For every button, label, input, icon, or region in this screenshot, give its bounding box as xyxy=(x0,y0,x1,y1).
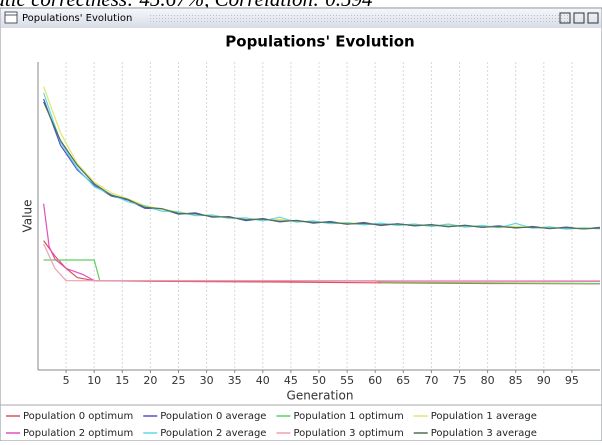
x-tick-label: 90 xyxy=(537,374,551,387)
x-tick-label: 60 xyxy=(368,374,382,387)
y-axis-label: Value xyxy=(21,200,35,233)
x-tick-label: 25 xyxy=(172,374,186,387)
x-tick-label: 65 xyxy=(396,374,410,387)
window-title: Populations' Evolution xyxy=(22,13,132,24)
minimize-button[interactable] xyxy=(559,12,571,24)
legend-label: Population 0 optimum xyxy=(23,411,133,422)
x-axis-label: Generation xyxy=(287,389,354,403)
legend-label: Population 3 optimum xyxy=(293,428,403,439)
window-buttons[interactable] xyxy=(559,12,599,24)
x-tick-label: 85 xyxy=(509,374,523,387)
series-line xyxy=(43,243,600,282)
x-tick-label: 75 xyxy=(453,374,467,387)
legend-label: Population 2 optimum xyxy=(23,428,133,439)
x-tick-label: 10 xyxy=(87,374,101,387)
legend-label: Population 0 average xyxy=(160,411,266,422)
x-tick-label: 45 xyxy=(284,374,298,387)
legend-label: Population 1 optimum xyxy=(293,411,403,422)
window-icon xyxy=(4,11,18,24)
close-button[interactable] xyxy=(587,12,599,24)
header-text: Static correctness: 45.67%, Correlation:… xyxy=(0,0,373,11)
x-tick-label: 95 xyxy=(565,374,579,387)
x-tick-label: 40 xyxy=(256,374,270,387)
x-tick-label: 20 xyxy=(143,374,157,387)
legend-label: Population 1 average xyxy=(431,411,537,422)
x-tick-label: 5 xyxy=(63,374,70,387)
x-tick-label: 80 xyxy=(481,374,495,387)
x-tick-label: 55 xyxy=(340,374,354,387)
x-tick-label: 50 xyxy=(312,374,326,387)
legend-label: Population 2 average xyxy=(160,428,266,439)
chart-title: Populations' Evolution xyxy=(225,33,414,51)
x-tick-label: 30 xyxy=(200,374,214,387)
title-bar-texture xyxy=(150,13,570,24)
x-tick-label: 15 xyxy=(115,374,129,387)
x-tick-label: 70 xyxy=(424,374,438,387)
maximize-button[interactable] xyxy=(573,12,585,24)
legend-label: Population 3 average xyxy=(431,428,537,439)
series-line xyxy=(43,101,601,230)
x-tick-label: 35 xyxy=(228,374,242,387)
